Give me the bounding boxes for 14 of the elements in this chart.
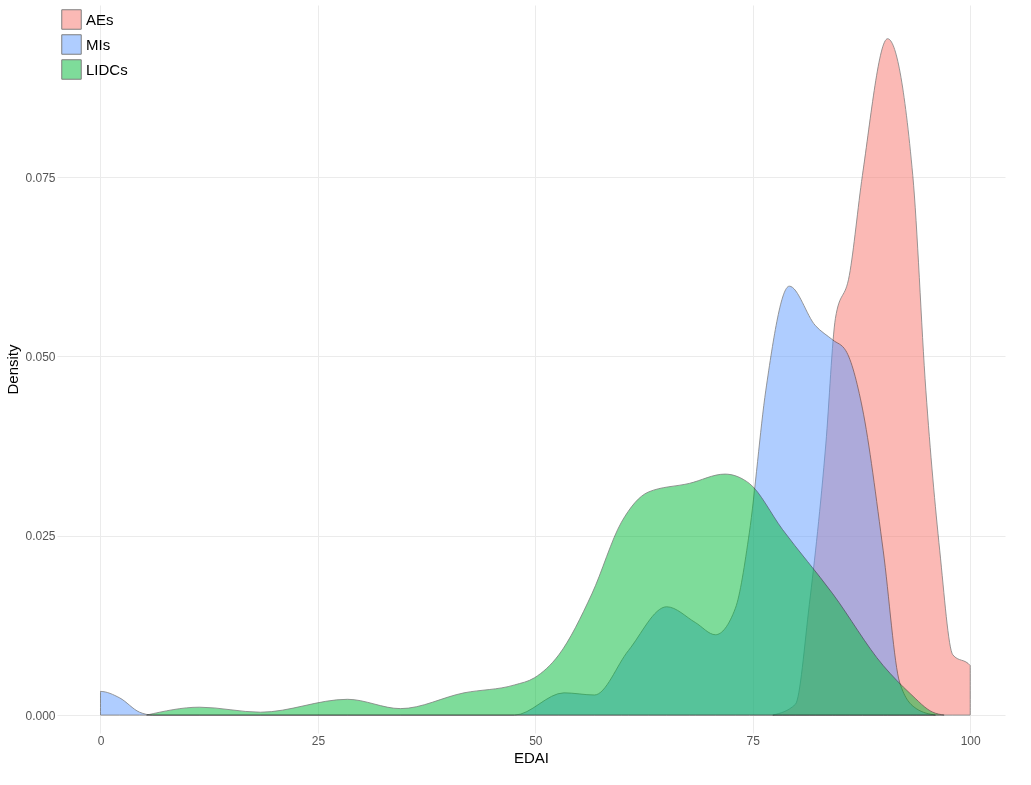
legend-label: AEs [86,10,114,28]
y-tick-label: 0.000 [25,708,56,723]
y-tick-label: 0.050 [25,349,56,364]
x-axis-title: EDAI [513,748,550,766]
y-axis-title: Density [4,344,22,395]
y-tick-label: 0.025 [25,529,56,544]
x-tick-label: 0 [97,733,105,748]
legend-label: MIs [86,35,111,53]
x-tick-label: 100 [960,733,982,748]
x-tick-label: 75 [746,733,761,748]
y-tick-label: 0.075 [25,170,56,185]
legend-label: LIDCs [86,60,128,78]
x-tick-label: 25 [311,733,326,748]
x-tick-label: 50 [529,733,543,748]
